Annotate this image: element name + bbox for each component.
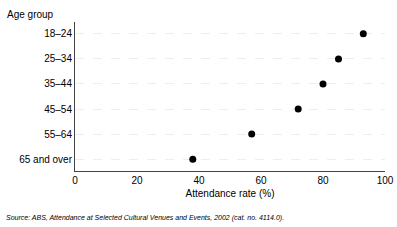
svg-text:Source: ABS, Attendance at Sel: Source: ABS, Attendance at Selected Cult… [6, 214, 284, 222]
svg-text:40: 40 [193, 175, 205, 186]
svg-text:18–24: 18–24 [44, 28, 72, 39]
svg-text:0: 0 [72, 175, 78, 186]
svg-text:60: 60 [255, 175, 267, 186]
svg-text:80: 80 [317, 175, 329, 186]
svg-text:35–44: 35–44 [44, 78, 72, 89]
svg-text:Age group: Age group [7, 9, 54, 20]
svg-text:Attendance rate (%): Attendance rate (%) [186, 188, 275, 199]
svg-text:100: 100 [377, 175, 394, 186]
svg-text:55–64: 55–64 [44, 129, 72, 140]
svg-text:65 and over: 65 and over [19, 154, 72, 165]
svg-text:20: 20 [131, 175, 143, 186]
svg-text:45–54: 45–54 [44, 104, 72, 115]
svg-text:25–34: 25–34 [44, 53, 72, 64]
